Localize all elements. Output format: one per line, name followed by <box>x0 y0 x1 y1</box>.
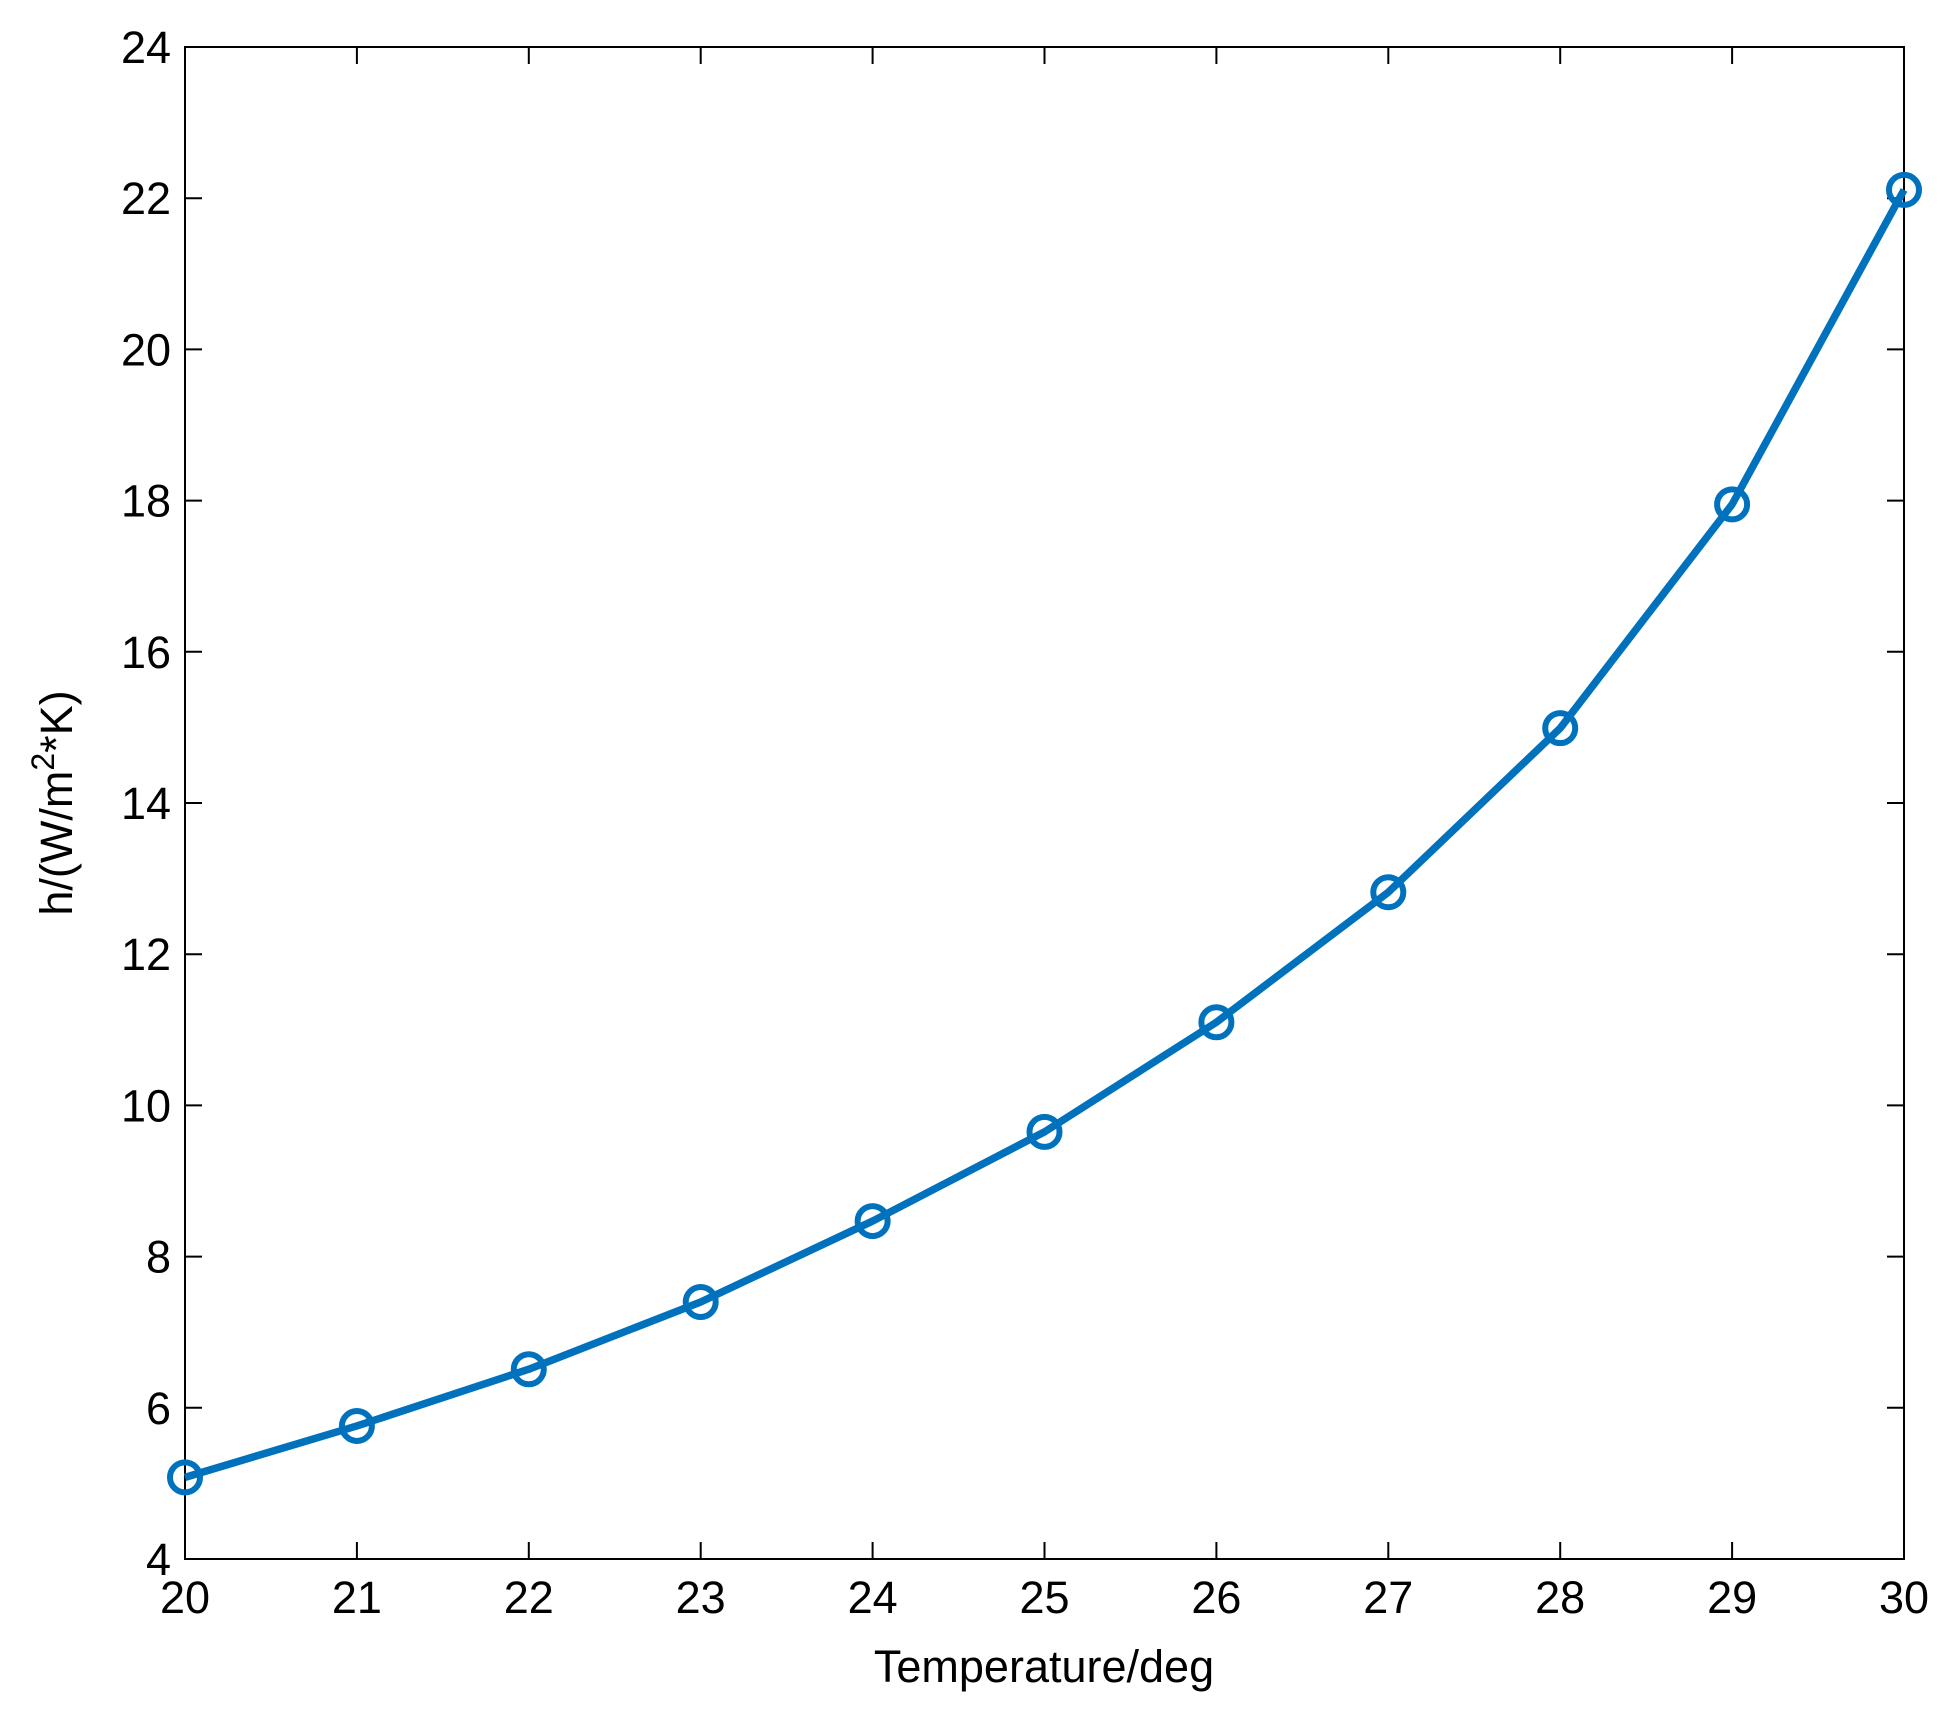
plot-frame <box>184 46 1905 1560</box>
x-tick-label: 25 <box>1019 1572 1069 1623</box>
y-tick-label: 22 <box>121 173 171 224</box>
y-tick-label: 12 <box>121 929 171 980</box>
y-axis-label-part: *K) <box>31 690 82 753</box>
y-axis-label-part: h/(W/m <box>31 771 82 916</box>
data-point <box>1026 1113 1063 1150</box>
data-point <box>338 1407 375 1444</box>
y-tick-label: 20 <box>121 324 171 375</box>
y-tick-label: 14 <box>121 778 171 829</box>
y-axis-label: h/(W/m2*K) <box>25 690 82 915</box>
data-point <box>1542 710 1579 747</box>
x-tick-label: 23 <box>676 1572 726 1623</box>
x-tick-label: 29 <box>1707 1572 1757 1623</box>
y-tick-label: 18 <box>121 476 171 527</box>
x-tick-label: 24 <box>848 1572 898 1623</box>
data-point <box>167 1459 203 1496</box>
data-line <box>183 188 1908 1481</box>
y-axis-label-superscript: 2 <box>25 753 61 771</box>
data-point <box>1714 486 1751 523</box>
x-tick-label: 26 <box>1191 1572 1241 1623</box>
y-tick-label: 16 <box>121 627 171 678</box>
x-tick-label: 21 <box>332 1572 382 1623</box>
x-tick-label: 28 <box>1535 1572 1585 1623</box>
y-tick-label: 6 <box>146 1383 171 1434</box>
data-point <box>854 1203 891 1240</box>
x-tick-label: 27 <box>1363 1572 1413 1623</box>
data-point <box>1886 171 1922 208</box>
y-tick-label: 4 <box>146 1534 171 1585</box>
data-point <box>1370 874 1407 911</box>
data-point <box>1198 1004 1235 1041</box>
x-tick-label: 30 <box>1879 1572 1929 1623</box>
data-point <box>510 1351 547 1388</box>
x-axis-label: Temperature/deg <box>874 1641 1214 1692</box>
y-tick-label: 24 <box>121 22 171 73</box>
y-tick-label: 10 <box>121 1080 171 1131</box>
x-tick-label: 20 <box>160 1572 210 1623</box>
x-tick-label: 22 <box>504 1572 554 1623</box>
y-tick-label: 8 <box>146 1232 171 1283</box>
data-point <box>682 1283 719 1320</box>
